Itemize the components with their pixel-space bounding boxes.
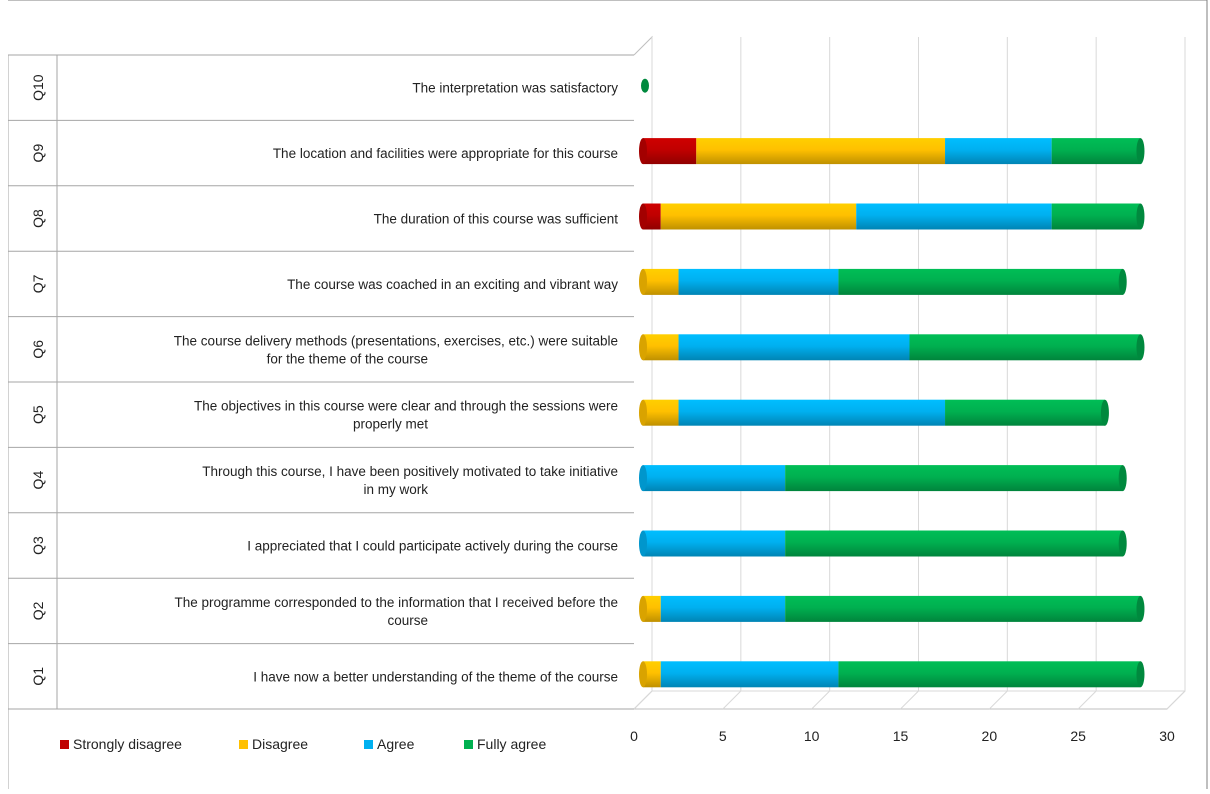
category-label: The location and facilities were appropr… [273,146,618,161]
bar-end-cap [1136,138,1145,165]
category-label: Through this course, I have been positiv… [202,464,618,497]
bar-q9-fully-agree [1051,138,1141,165]
bar-q9-agree [945,138,1052,165]
bar-end-cap [1136,334,1145,361]
bar-end-cap [1118,268,1127,295]
x-tick-label: 25 [1070,728,1086,744]
bar-q6-disagree [643,334,679,361]
gridlines [633,37,1186,710]
category-code: Q8 [30,209,46,228]
bar-q1-agree [660,661,839,688]
bar-start-cap [639,334,647,361]
category-code: Q3 [30,536,46,555]
bar-q2-disagree [643,595,661,622]
category-code: Q9 [30,144,46,163]
bar-end-cap [1136,595,1145,622]
chart-frame: Q1 I have now a better understanding of t… [7,0,1208,789]
category-label: I have now a better understanding of the… [253,669,618,684]
category-label: The interpretation was satisfactory [412,81,618,96]
bar-q8-disagree [660,203,857,230]
x-tick-label: 10 [804,728,820,744]
gridline-30 [1166,37,1186,710]
bar-start-cap [639,530,647,557]
category-label: The course was coached in an exciting an… [287,277,618,292]
gridline-5 [722,37,742,710]
legend: Strongly disagree Disagree Agree Fully agre… [60,736,546,752]
bar-q6-fully-agree [909,334,1141,361]
legend-label: Fully agree [477,736,546,752]
category-code: Q1 [30,667,46,686]
category-label: The duration of this course was sufficie… [374,212,619,227]
bar-q7-disagree [643,268,679,295]
bar-end-cap [1118,465,1127,492]
category-rows: Q1 I have now a better understanding of t… [7,54,634,789]
stacked-bar-chart: Q1 I have now a better understanding of t… [7,0,1208,789]
gridline-10 [811,37,831,710]
bar-q7-agree [678,268,839,295]
bar-end-cap [1100,399,1109,426]
bars [639,78,1145,688]
bar-q8-agree [856,203,1052,230]
legend-item: Strongly disagree [60,736,182,752]
category-label: The programme corresponded to the inform… [175,595,619,628]
category-code: Q5 [30,405,46,424]
category-code: Q6 [30,340,46,359]
bar-q7-fully-agree [838,268,1123,295]
bar-q1-fully-agree [838,661,1141,688]
bar-q3-fully-agree [785,530,1123,557]
bar-q5-disagree [643,399,679,426]
category-label: I appreciated that I could participate a… [247,539,618,554]
bar-q3-agree [643,530,786,557]
legend-label: Agree [377,736,415,752]
bar-q4-agree [643,465,786,492]
bar-q5-agree [678,399,946,426]
category-label: The objectives in this course were clear… [194,399,618,432]
bar-q1-disagree [643,661,661,688]
legend-swatch [239,740,248,749]
bar-start-cap [639,661,647,688]
bar-start-cap [639,203,647,230]
bar-start-cap [639,465,647,492]
category-code: Q10 [30,74,46,101]
gridline-20 [988,37,1008,710]
x-tick-label: 30 [1159,728,1175,744]
bar-q10-empty [641,78,649,93]
bar-end-cap [1118,530,1127,557]
legend-item: Disagree [239,736,308,752]
gridline-25 [1077,37,1097,710]
category-code: Q7 [30,274,46,293]
category-code: Q2 [30,601,46,620]
category-label: The course delivery methods (presentatio… [174,333,618,366]
bar-end-cap [1136,203,1145,230]
x-tick-label: 15 [893,728,909,744]
x-tick-label: 0 [630,728,638,744]
legend-item: Fully agree [464,736,546,752]
legend-label: Strongly disagree [73,736,182,752]
legend-label: Disagree [252,736,308,752]
bar-end-cap [1136,661,1145,688]
x-tick-label: 20 [982,728,998,744]
bar-start-cap [639,138,647,165]
gridline-15 [900,37,919,710]
legend-swatch [364,740,373,749]
bar-start-cap [639,268,647,295]
bar-start-cap [639,399,647,426]
bar-q5-fully-agree [945,399,1105,426]
bar-q9-disagree [696,138,946,165]
x-axis-ticks: 0 5 10 15 20 25 30 [630,728,1175,744]
bar-q2-agree [660,595,786,622]
bar-q4-fully-agree [785,465,1123,492]
bar-start-cap [639,595,647,622]
bar-q9-strongly-disagree [643,138,697,165]
legend-swatch [464,740,473,749]
category-code: Q4 [30,471,46,490]
bar-q8-fully-agree [1051,203,1141,230]
gridline-0 [633,37,653,710]
bar-q8-strongly-disagree [643,203,661,230]
bar-q2-fully-agree [785,595,1141,622]
legend-item: Agree [364,736,415,752]
x-tick-label: 5 [719,728,727,744]
bar-q6-agree [678,334,910,361]
legend-swatch [60,740,69,749]
